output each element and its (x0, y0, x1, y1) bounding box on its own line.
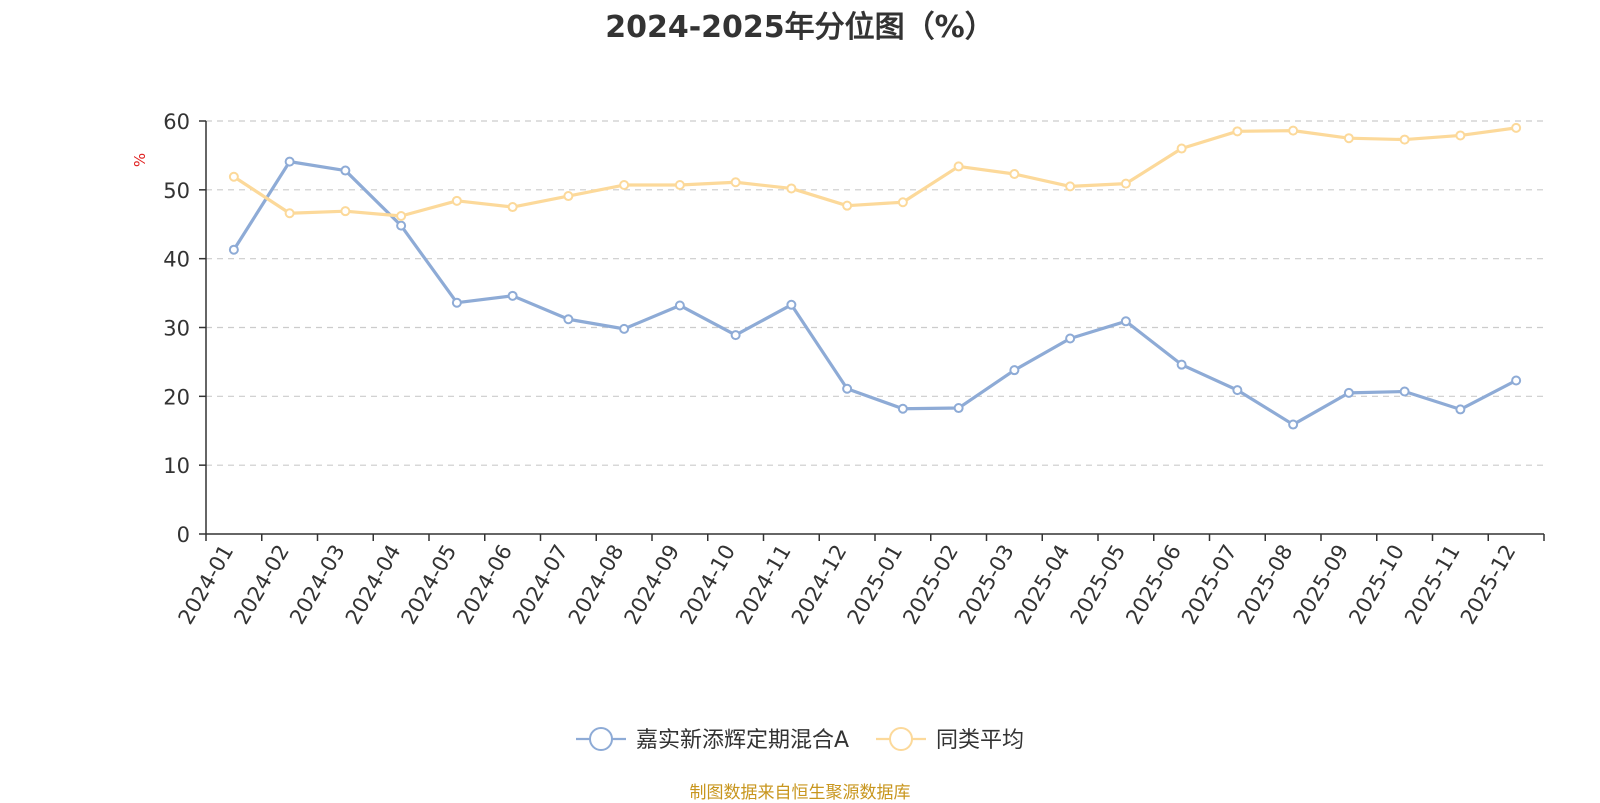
x-tick-label: 2024-04 (341, 541, 406, 629)
x-tick-label: 2025-06 (1121, 541, 1186, 629)
x-tick-label: 2024-06 (452, 541, 517, 629)
data-point[interactable] (1399, 386, 1410, 397)
data-point[interactable] (340, 206, 351, 217)
data-point[interactable] (842, 200, 853, 211)
y-tick-label: 30 (163, 317, 190, 341)
data-point[interactable] (786, 299, 797, 310)
data-point[interactable] (1511, 375, 1522, 386)
data-point[interactable] (396, 220, 407, 231)
data-point[interactable] (1455, 404, 1466, 415)
data-point[interactable] (228, 244, 239, 255)
x-tick-label: 2025-05 (1066, 541, 1131, 629)
y-tick-labels: 0 10 20 30 40 50 60 (163, 110, 190, 547)
x-tick-label: 2025-08 (1233, 541, 1298, 629)
y-tick-label: 0 (177, 523, 190, 547)
data-point[interactable] (730, 330, 741, 341)
data-point[interactable] (340, 165, 351, 176)
data-point[interactable] (953, 403, 964, 414)
legend-label: 嘉实新添辉定期混合A (636, 728, 849, 753)
x-tick-label: 2024-12 (787, 541, 852, 629)
data-point[interactable] (674, 180, 685, 191)
x-tick-label: 2024-01 (174, 541, 239, 629)
data-point[interactable] (897, 403, 908, 414)
data-point[interactable] (953, 161, 964, 172)
series-line-1 (232, 126, 1517, 218)
data-point[interactable] (228, 171, 239, 182)
y-tick-label: 10 (163, 454, 190, 478)
data-point[interactable] (730, 177, 741, 188)
x-tick-label: 2024-08 (564, 541, 629, 629)
data-point[interactable] (1511, 122, 1522, 133)
legend-label: 同类平均 (936, 728, 1024, 753)
x-tick-label: 2024-05 (397, 541, 462, 629)
data-point[interactable] (1232, 126, 1243, 137)
legend-item-1[interactable]: 同类平均 (876, 727, 1024, 753)
data-point[interactable] (507, 202, 518, 213)
data-point[interactable] (1288, 125, 1299, 136)
x-tick-label: 2025-01 (843, 541, 908, 629)
x-tick-label: 2025-10 (1344, 541, 1409, 629)
x-tick-label: 2025-04 (1010, 541, 1075, 629)
data-point[interactable] (1343, 387, 1354, 398)
series-line-0 (232, 160, 1517, 427)
x-tick-label: 2024-03 (285, 541, 350, 629)
x-tick-labels: 2024-012024-022024-032024-042024-052024-… (174, 541, 1521, 629)
data-point[interactable] (1343, 133, 1354, 144)
x-tick-label: 2025-07 (1177, 541, 1242, 629)
y-tick-label: 60 (163, 110, 190, 134)
y-axis-label: % (131, 153, 149, 167)
x-tick-label: 2025-02 (898, 541, 963, 629)
data-point[interactable] (1176, 143, 1187, 154)
data-point[interactable] (451, 297, 462, 308)
data-point[interactable] (563, 314, 574, 325)
y-tick-label: 50 (163, 179, 190, 203)
x-tick-label: 2024-09 (620, 541, 685, 629)
data-point[interactable] (284, 156, 295, 167)
y-tick-label: 40 (163, 248, 190, 272)
data-point[interactable] (507, 290, 518, 301)
data-point[interactable] (1232, 385, 1243, 396)
data-point[interactable] (1455, 130, 1466, 141)
x-tick-label: 2024-07 (508, 541, 573, 629)
grid-lines (206, 120, 1544, 466)
legend-item-0[interactable]: 嘉实新添辉定期混合A (576, 727, 849, 753)
data-point[interactable] (674, 300, 685, 311)
y-tick-label: 20 (163, 385, 190, 409)
data-point[interactable] (1399, 134, 1410, 145)
chart-title: 2024-2025年分位图（%） (605, 10, 995, 45)
data-point[interactable] (1120, 316, 1131, 327)
data-point[interactable] (1176, 359, 1187, 370)
data-point[interactable] (786, 183, 797, 194)
data-point[interactable] (1009, 169, 1020, 180)
data-point[interactable] (897, 197, 908, 208)
x-tick-label: 2025-12 (1456, 541, 1521, 629)
x-tick-label: 2025-11 (1400, 541, 1465, 629)
data-point[interactable] (396, 210, 407, 221)
data-point[interactable] (451, 195, 462, 206)
x-tick-label: 2025-03 (954, 541, 1019, 629)
data-point[interactable] (284, 208, 295, 219)
data-point[interactable] (563, 191, 574, 202)
data-point[interactable] (1120, 178, 1131, 189)
data-point[interactable] (619, 180, 630, 191)
legend: 嘉实新添辉定期混合A 同类平均 (576, 727, 1024, 753)
data-point[interactable] (1065, 333, 1076, 344)
data-point[interactable] (842, 383, 853, 394)
data-point[interactable] (1065, 181, 1076, 192)
x-tick-label: 2024-02 (229, 541, 294, 629)
x-tick-label: 2024-10 (675, 541, 740, 629)
axes (199, 120, 1545, 541)
data-point[interactable] (619, 323, 630, 334)
series-lines (228, 122, 1522, 430)
data-source-note: 制图数据来自恒生聚源数据库 (689, 783, 911, 803)
legend-circle-icon (589, 727, 613, 751)
data-point[interactable] (1288, 419, 1299, 430)
x-tick-label: 2024-11 (731, 541, 796, 629)
x-tick-label: 2025-09 (1289, 541, 1354, 629)
data-point[interactable] (1009, 365, 1020, 376)
legend-circle-icon (889, 727, 913, 751)
